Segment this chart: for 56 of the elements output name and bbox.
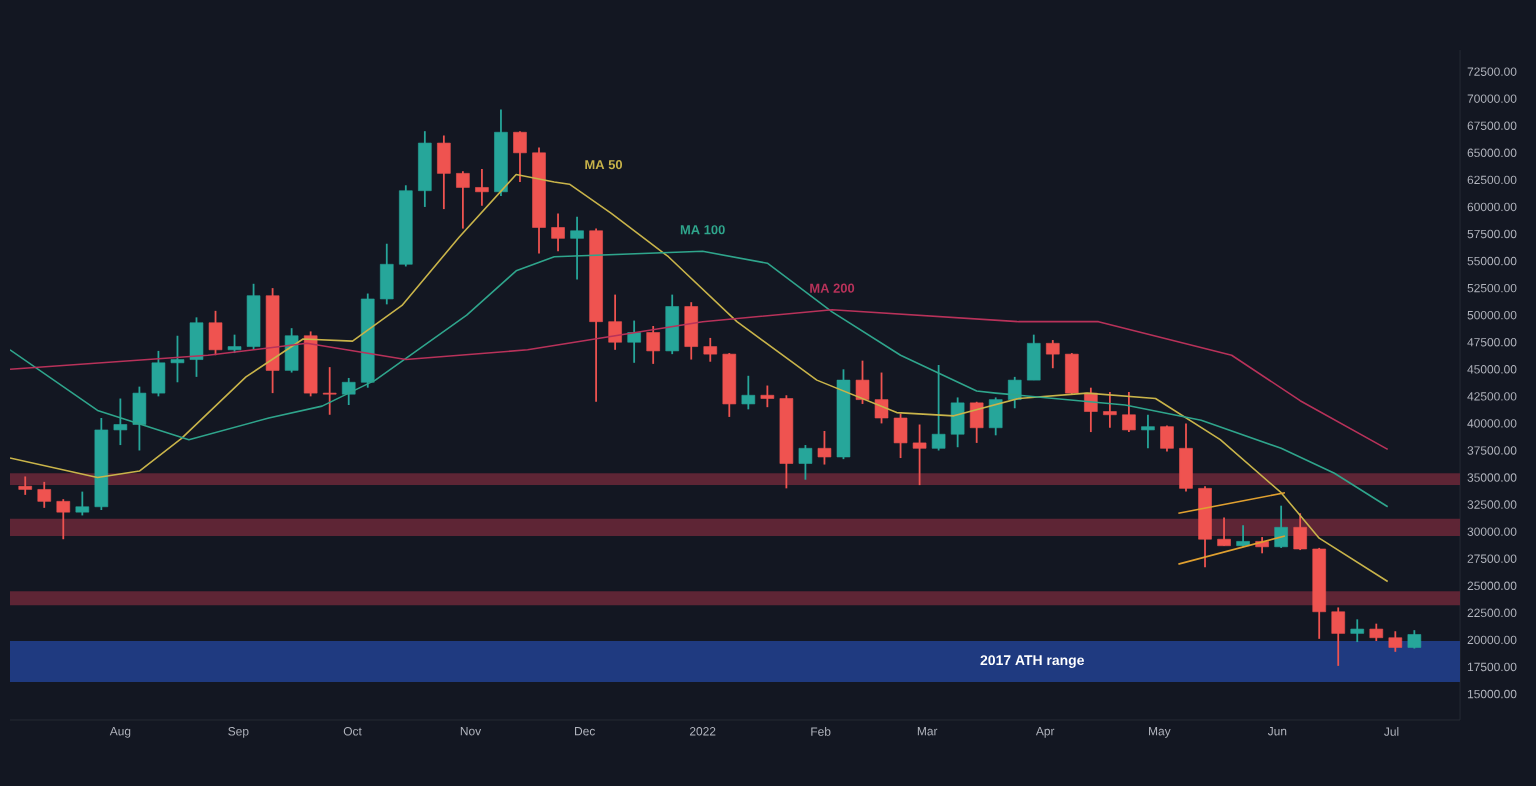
- candlestick: [684, 301, 699, 361]
- candlestick: [1350, 618, 1365, 643]
- candlestick: [874, 371, 889, 425]
- candlestick: [988, 396, 1003, 437]
- candlestick: [1046, 339, 1060, 370]
- candlestick: [170, 334, 185, 384]
- candlestick: [113, 397, 128, 446]
- candlestick: [1122, 391, 1136, 433]
- candlestick: [513, 130, 527, 183]
- candlestick: [1331, 606, 1345, 667]
- candlestick: [608, 293, 622, 351]
- candlestick: [132, 385, 147, 452]
- candlestick: [56, 498, 71, 541]
- candlestick: [437, 134, 451, 210]
- candlestick: [322, 366, 337, 416]
- candlestick: [1217, 516, 1231, 547]
- candlestick: [189, 316, 204, 378]
- candlestick: [208, 309, 223, 357]
- candlestick: [741, 374, 756, 411]
- candlestick: [37, 480, 52, 509]
- candlestick: [703, 337, 718, 363]
- candlestick: [151, 350, 166, 398]
- candlestick: [551, 212, 565, 253]
- candlestick: [912, 423, 927, 487]
- candlestick: [760, 384, 775, 409]
- candlestick: [798, 444, 813, 481]
- candlestick: [1293, 512, 1307, 551]
- candlestick: [817, 430, 832, 466]
- candlestick: [1065, 352, 1079, 396]
- candlestick: [18, 475, 32, 496]
- candlestick: [1407, 629, 1422, 650]
- line-series: [10, 308, 1389, 451]
- candlestick: [646, 325, 660, 365]
- line-series: [10, 250, 1389, 508]
- candlestick: [1103, 391, 1117, 429]
- candlestick: [380, 242, 394, 306]
- candlestick: [1179, 422, 1193, 493]
- candlestick: [284, 327, 299, 374]
- candlestick: [1160, 424, 1174, 453]
- candlestick: [1027, 333, 1041, 382]
- candlestick: [627, 319, 641, 364]
- candlestick: [950, 396, 965, 449]
- candlestick: [931, 364, 946, 452]
- candlestick: [475, 168, 489, 207]
- candlestick: [1388, 630, 1403, 653]
- candlestick: [855, 359, 870, 405]
- candlestick: [456, 170, 470, 230]
- candlestick: [665, 293, 679, 356]
- candlestick: [570, 215, 584, 281]
- candlestick: [1274, 504, 1288, 549]
- candlestick: [75, 490, 90, 517]
- candlestick: [893, 412, 908, 459]
- candlestick: [418, 130, 432, 208]
- candlestick: [1141, 413, 1155, 450]
- line-series: [10, 173, 1389, 583]
- candlestick: [341, 377, 356, 406]
